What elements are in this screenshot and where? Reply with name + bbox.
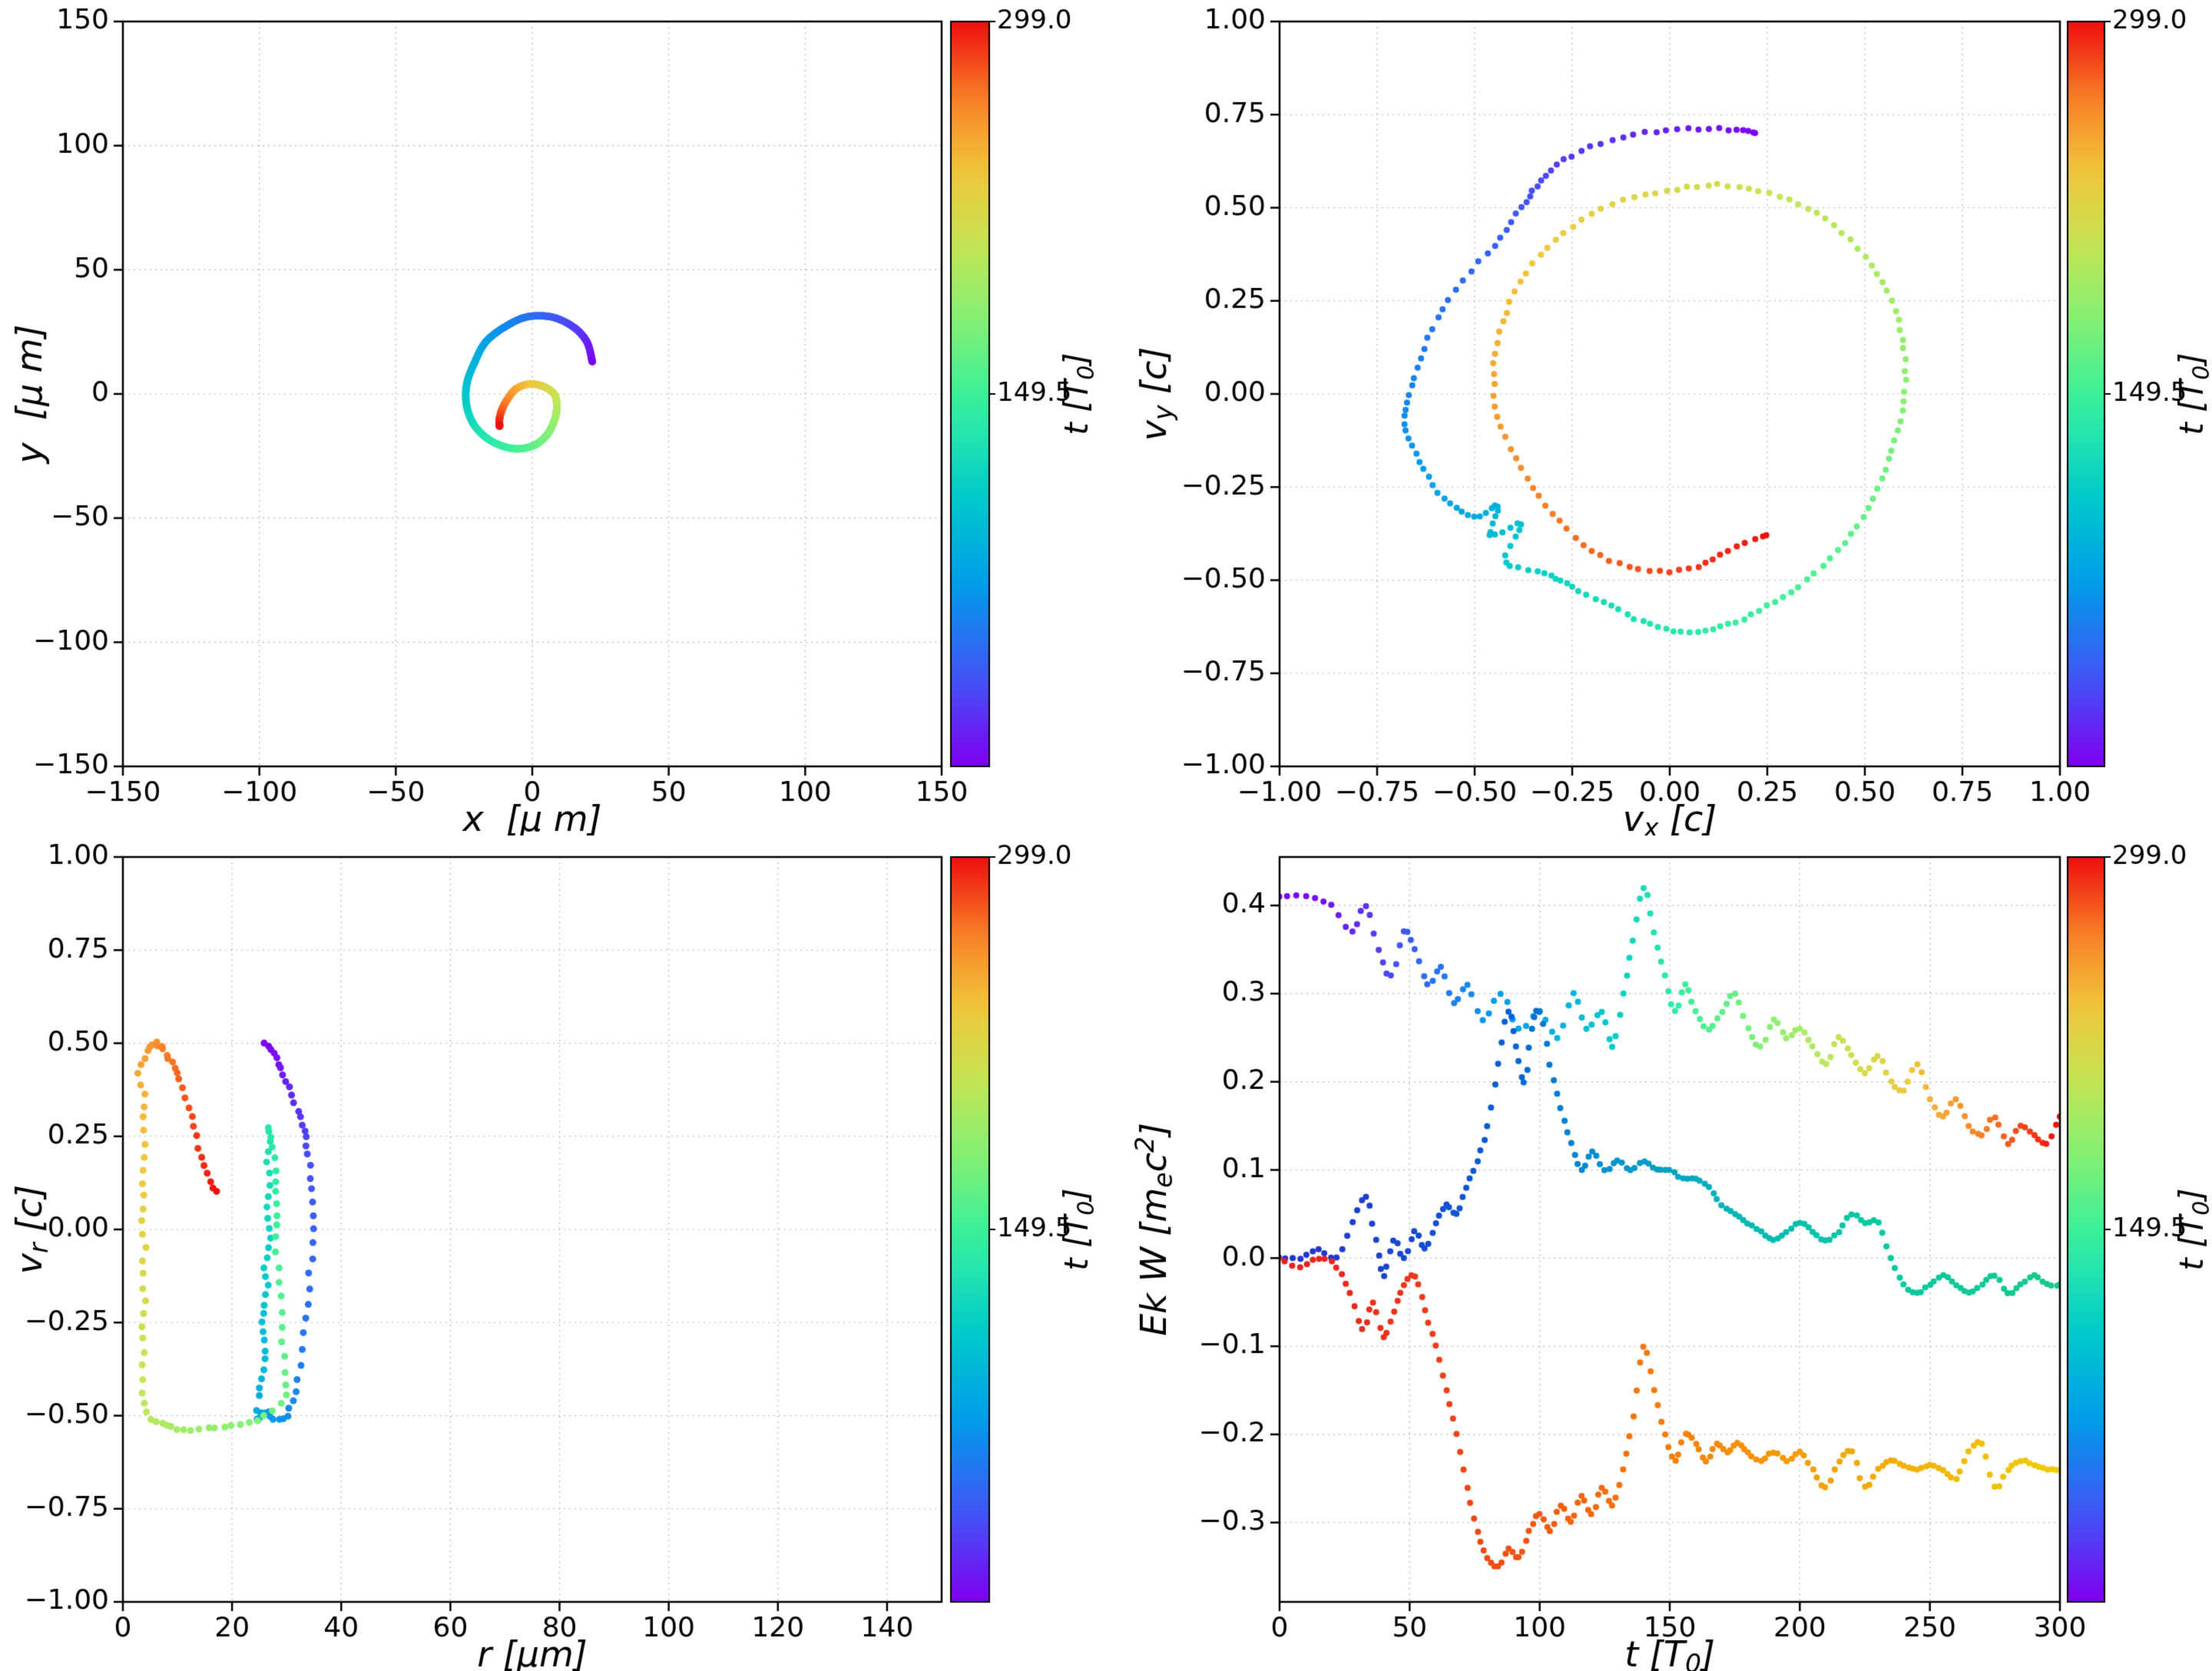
velocity-space-chart	[1106, 0, 2212, 836]
panel-radial-velocity	[0, 836, 1106, 1671]
panel-velocity-space	[1106, 0, 2212, 836]
panel-xy-trajectory	[0, 0, 1106, 836]
energy-time-chart	[1106, 836, 2212, 1671]
panel-energy-time	[1106, 836, 2212, 1671]
radial-velocity-chart	[0, 836, 1106, 1671]
xy-trajectory-chart	[0, 0, 1106, 836]
